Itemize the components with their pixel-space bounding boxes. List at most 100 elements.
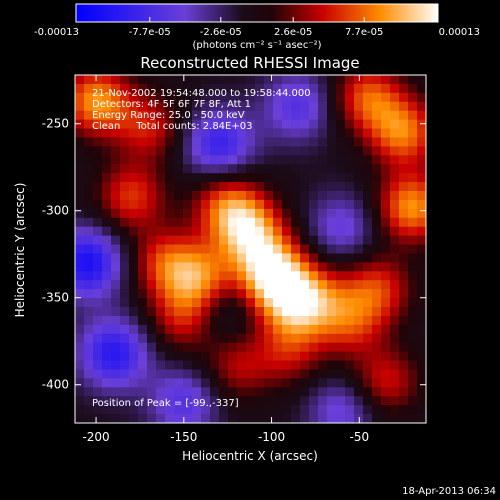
heatmap-cell [327,191,337,201]
heatmap-cell [246,333,256,344]
heatmap-cell [111,333,121,344]
heatmap-cell [390,298,400,308]
heatmap-cell [390,164,400,174]
heatmap-cell [111,324,121,335]
heatmap-cell [120,378,130,388]
heatmap-cell [120,199,130,210]
heatmap-cell [102,396,112,406]
heatmap-cell [165,351,175,362]
heatmap-cell [75,75,85,85]
heatmap-cell [192,315,202,326]
heatmap-cell [372,315,382,326]
heatmap-cell [273,396,283,406]
colorbar-unit-label: (photons cm⁻² s⁻¹ asec⁻²) [192,40,321,51]
heatmap-cell [102,307,112,317]
heatmap-cell [390,387,400,397]
heatmap-cell [336,280,346,290]
heatmap-cell [336,244,346,255]
heatmap-cell [282,226,292,237]
heatmap-cell [336,333,346,344]
heatmap-cell [75,83,85,94]
heatmap-cell [219,164,229,174]
heatmap-cell [255,396,265,406]
heatmap-cell [408,333,418,344]
heatmap-cell [75,137,85,147]
heatmap-cell [309,217,319,228]
heatmap-cell [327,333,337,344]
heatmap-cell [354,378,364,388]
heatmap-cell [273,75,283,85]
heatmap-cell [84,271,94,281]
heatmap-cell [417,351,426,362]
heatmap-cell [282,351,292,362]
heatmap-cell [336,217,346,228]
heatmap-cell [327,119,337,130]
heatmap-cell [300,387,310,397]
heatmap-cell [228,396,238,406]
heatmap-cell [255,307,265,317]
heatmap-cell [84,146,94,156]
heatmap-cell [219,387,229,397]
heatmap-cell [255,324,265,335]
heatmap-cell [381,164,391,174]
heatmap-cell [354,119,364,130]
heatmap-cell [318,137,328,147]
heatmap-cell [147,414,157,423]
heatmap-cell [174,315,184,326]
heatmap-cell [219,191,229,201]
heatmap-cell [246,378,256,388]
heatmap-cell [264,191,274,201]
heatmap-cell [120,182,130,192]
heatmap-cell [147,146,157,156]
heatmap-cell [210,199,220,210]
heatmap-cell [345,75,355,85]
heatmap-cell [381,191,391,201]
heatmap-cell [174,235,184,246]
plot-frame [74,74,427,424]
heatmap-cell [138,83,148,94]
heatmap-cell [93,360,103,371]
heatmap-cell [345,235,355,246]
heatmap-cell [318,101,328,112]
heatmap-cell [93,280,103,290]
heatmap-cell [255,351,265,362]
heatmap-cell [363,137,373,147]
heatmap-cell [183,307,193,317]
heatmap-cell [408,182,418,192]
heatmap-cell [417,289,426,299]
heatmap-cell [273,307,283,317]
heatmap-cell [192,289,202,299]
heatmap-cell [147,271,157,281]
heatmap-cell [120,164,130,174]
heatmap-cell [372,226,382,237]
heatmap-cell [210,244,220,255]
heatmap-cell [183,414,193,423]
heatmap-cell [84,405,94,415]
heatmap-cell [408,324,418,335]
heatmap-cell [129,217,139,228]
heatmap-cell [102,128,112,139]
heatmap-cell [408,208,418,219]
heatmap-cell [336,405,346,415]
heatmap-cell [282,173,292,183]
heatmap-cell [156,226,166,237]
heatmap-cell [417,315,426,326]
heatmap-cell [399,128,409,139]
heatmap-cell [246,271,256,281]
heatmap-cell [399,280,409,290]
heatmap-cell [255,360,265,371]
heatmap-cell [399,360,409,371]
heatmap-cell [309,360,319,371]
heatmap-cell [111,235,121,246]
heatmap-cell [75,199,85,210]
heatmap-cell [201,280,211,290]
heatmap-cell [138,244,148,255]
heatmap-cell [327,101,337,112]
heatmap-cell [120,360,130,371]
heatmap-cell [381,244,391,255]
heatmap-cell [228,110,238,121]
heatmap-cell [111,83,121,94]
heatmap-cell [390,351,400,362]
heatmap-cell [84,199,94,210]
heatmap-cell [354,396,364,406]
